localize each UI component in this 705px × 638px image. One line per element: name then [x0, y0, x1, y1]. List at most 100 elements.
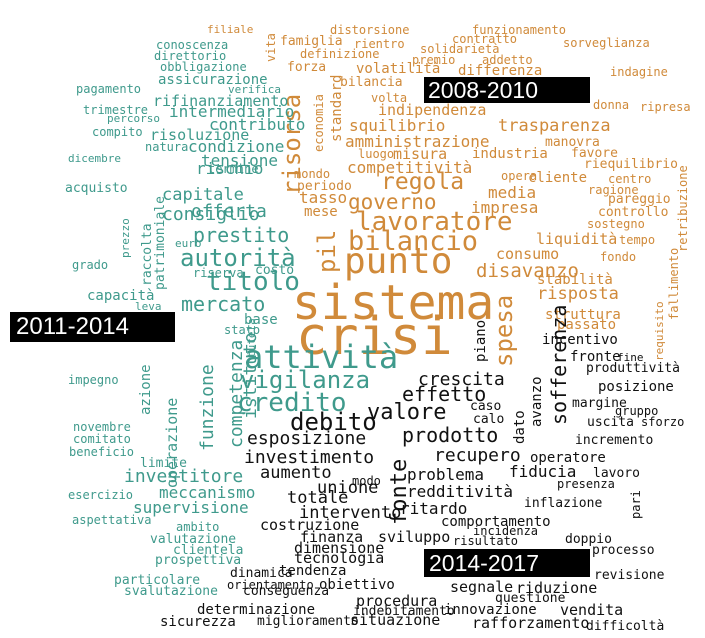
word-t053: investitore — [124, 466, 244, 487]
word-w059: fallimento — [667, 247, 681, 320]
word-k026: presenza — [557, 477, 615, 491]
word-k043: dimensione — [294, 539, 385, 557]
word-w033: riequilibrio — [584, 157, 678, 172]
word-w002: distorsione — [330, 23, 410, 37]
word-t057: aspettativa — [72, 513, 152, 527]
word-t041: azione — [138, 364, 154, 415]
word-w032: competitività — [347, 158, 473, 177]
word-w058: stabilità — [537, 272, 613, 288]
word-t016: tensione — [201, 151, 279, 170]
word-t061: prospettiva — [155, 553, 242, 568]
word-k002: fronte — [570, 349, 621, 365]
word-k037: incidenza — [473, 524, 539, 538]
word-t017: dicembre — [68, 152, 121, 165]
word-t052: limite — [140, 456, 187, 471]
word-w001: filiale — [207, 23, 254, 36]
word-t059: valutazione — [150, 532, 237, 547]
word-w036: cliente — [528, 170, 588, 186]
word-w063: passato — [557, 317, 617, 333]
word-k042: processo — [592, 543, 655, 558]
word-t046: competenza — [226, 339, 247, 448]
word-t021: acquisto — [65, 181, 128, 196]
word-w027: manovra — [545, 135, 600, 150]
word-w042: pareggio — [608, 192, 671, 207]
word-k068: fonte — [387, 458, 412, 525]
word-k008: margine — [572, 396, 627, 411]
word-k061: situazione — [350, 611, 441, 629]
word-t055: meccanismo — [159, 483, 256, 502]
word-w064: sistema — [292, 275, 495, 331]
word-t038: stato — [224, 323, 261, 337]
word-k013: calo — [473, 412, 505, 427]
word-t009: intermediario — [169, 102, 295, 121]
word-k054: procedura — [356, 592, 438, 610]
word-t047: funzione — [197, 364, 218, 451]
word-w061: requisito — [653, 301, 666, 361]
word-k060: miglioramento — [257, 614, 359, 629]
word-t033: titolo — [206, 267, 300, 297]
word-k027: unione — [317, 478, 379, 498]
word-k024: fiducia — [509, 462, 577, 481]
word-k020: recupero — [434, 445, 521, 466]
word-w051: liquidità — [536, 230, 618, 248]
word-w026: amministrazione — [345, 132, 490, 151]
word-k030: totale — [287, 488, 349, 508]
word-k007: effetto — [402, 382, 487, 406]
word-k034: ritardo — [400, 499, 468, 518]
word-t030: grado — [72, 258, 109, 272]
word-k025: lavoro — [593, 466, 640, 481]
word-w048: mese — [304, 204, 338, 220]
word-w034: mondo — [294, 167, 331, 181]
word-t010: percorso — [107, 112, 160, 125]
word-k044: tecnologia — [294, 549, 385, 567]
word-k035: comportamento — [441, 514, 551, 530]
word-w046: controllo — [598, 205, 669, 220]
word-k033: intervento — [299, 503, 402, 523]
word-t027: euro — [175, 237, 202, 250]
word-w045: impresa — [471, 198, 539, 217]
word-t060: clientela — [173, 543, 244, 558]
word-w028: luogo — [358, 147, 395, 161]
word-w065: crisi — [296, 307, 453, 367]
word-t063: svalutazione — [124, 584, 218, 599]
word-w021: trasparenza — [498, 116, 611, 136]
word-k001: incentivo — [542, 332, 618, 348]
word-k041: sviluppo — [378, 528, 451, 546]
word-w057: disavanzo — [476, 260, 579, 282]
word-t035: mercato — [181, 292, 266, 316]
word-t034: capacità — [87, 288, 155, 304]
word-w050: lavoratore — [356, 207, 513, 237]
word-w014: differenza — [458, 63, 543, 79]
word-t018: termine — [208, 162, 259, 176]
word-k010: gruppo — [615, 404, 659, 418]
word-t051: beneficio — [69, 445, 135, 459]
word-w056: punto — [344, 241, 453, 282]
period-label-2008-2010: 2008-2010 — [424, 77, 590, 103]
word-k003: fine — [617, 351, 644, 364]
word-k066: avanzo — [529, 376, 545, 427]
word-t023: offerta — [191, 201, 267, 222]
word-w006: contratto — [452, 32, 518, 46]
word-w019: volta — [371, 91, 408, 105]
word-w017: donna — [593, 98, 630, 112]
word-w025: vita — [264, 33, 278, 62]
word-k015: sforzo — [641, 415, 685, 429]
word-w043: tasso — [299, 188, 348, 207]
word-t022: capitale — [162, 185, 244, 205]
word-w049: sostegno — [587, 217, 645, 231]
word-w041: media — [488, 183, 537, 202]
word-k067: sofferenza — [547, 304, 571, 425]
word-w067: pil — [313, 229, 341, 273]
word-t045: credito — [237, 388, 347, 418]
period-label-2011-2014: 2011-2014 — [10, 312, 175, 342]
period-label-2014-2017: 2014-2017 — [424, 549, 590, 577]
word-w012: forza — [287, 60, 327, 75]
word-w016: bilancia — [340, 75, 403, 90]
word-t040: impegno — [68, 373, 119, 387]
word-w022: squilibrio — [349, 116, 446, 135]
word-t019: rischio — [196, 159, 264, 178]
word-k004: produttività — [586, 361, 680, 376]
word-w047: retribuzione — [676, 165, 690, 252]
word-w040: periodo — [297, 179, 352, 194]
